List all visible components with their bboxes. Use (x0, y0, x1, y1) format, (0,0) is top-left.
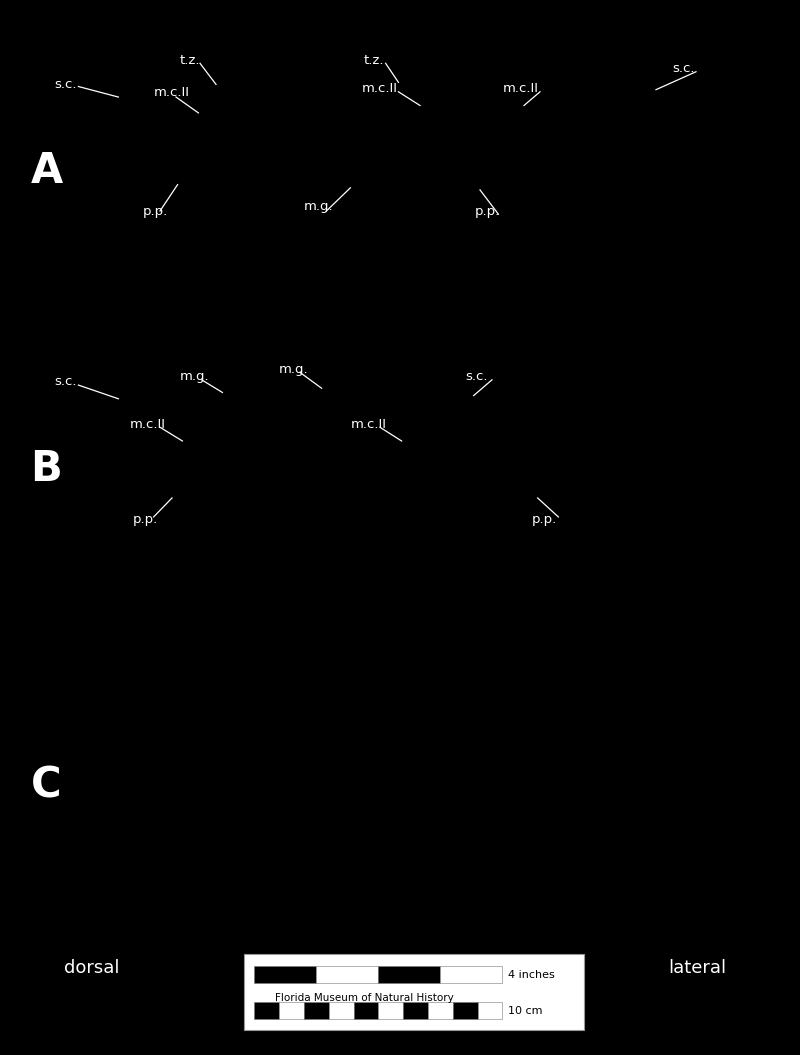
Text: m.g.: m.g. (278, 363, 308, 376)
Bar (378, 966, 440, 983)
Text: C: C (30, 765, 61, 807)
Text: m.c.II: m.c.II (350, 418, 386, 430)
Bar (254, 1002, 279, 1019)
Bar (403, 1002, 428, 1019)
Bar (440, 966, 502, 983)
Bar (279, 1002, 304, 1019)
Text: B: B (30, 448, 62, 491)
Text: p.p.: p.p. (142, 205, 168, 217)
Text: m.g.: m.g. (180, 370, 210, 383)
Text: p.p.: p.p. (133, 513, 158, 525)
Bar (329, 1002, 354, 1019)
Text: p.p.: p.p. (474, 205, 500, 217)
Bar (254, 966, 317, 983)
Text: Florida Museum of Natural History: Florida Museum of Natural History (274, 993, 454, 1003)
Text: 10 cm: 10 cm (508, 1005, 542, 1016)
Bar (354, 1002, 378, 1019)
Bar (304, 1002, 329, 1019)
Text: t.z.: t.z. (180, 54, 201, 66)
Text: dorsal: dorsal (64, 959, 120, 978)
Bar (244, 954, 584, 1030)
Text: p.p.: p.p. (532, 513, 558, 525)
Text: m.c.II: m.c.II (502, 82, 538, 95)
Text: m.c.II: m.c.II (362, 82, 398, 95)
Text: s.c.: s.c. (466, 370, 488, 383)
Text: m.c.II: m.c.II (154, 87, 190, 99)
Bar (378, 1002, 403, 1019)
Text: m.c.II: m.c.II (130, 418, 166, 430)
Bar (428, 1002, 453, 1019)
Bar (453, 1002, 478, 1019)
Text: A: A (30, 150, 62, 192)
Bar (478, 1002, 502, 1019)
Text: ventral: ventral (462, 959, 526, 978)
Text: lateral: lateral (669, 959, 726, 978)
Bar (317, 966, 378, 983)
Text: m.g.: m.g. (304, 200, 334, 213)
Text: t.z.: t.z. (364, 54, 385, 66)
Text: 4 inches: 4 inches (508, 970, 554, 980)
Text: medial: medial (264, 959, 325, 978)
Text: s.c.: s.c. (54, 376, 77, 388)
Text: s.c.: s.c. (54, 78, 77, 91)
Text: s.c.: s.c. (672, 62, 694, 75)
